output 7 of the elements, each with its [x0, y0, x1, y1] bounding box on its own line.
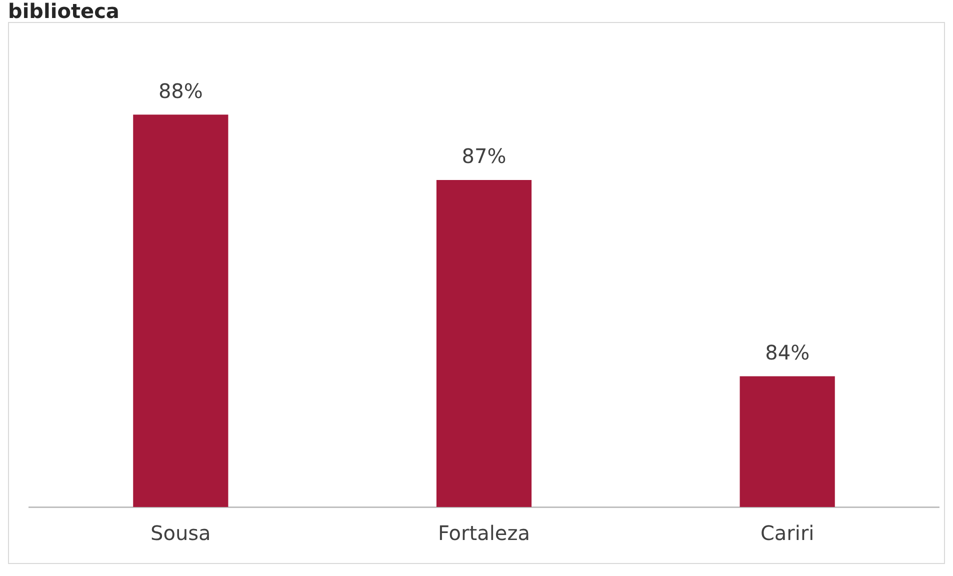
data-label: 88% — [158, 78, 203, 103]
chart-title: biblioteca — [8, 0, 120, 23]
x-tick-label: Sousa — [150, 521, 211, 546]
data-label: 84% — [765, 340, 810, 364]
x-tick-label: Fortaleza — [438, 521, 530, 546]
data-label: 87% — [462, 144, 506, 168]
x-tick-label: Cariri — [760, 521, 814, 546]
